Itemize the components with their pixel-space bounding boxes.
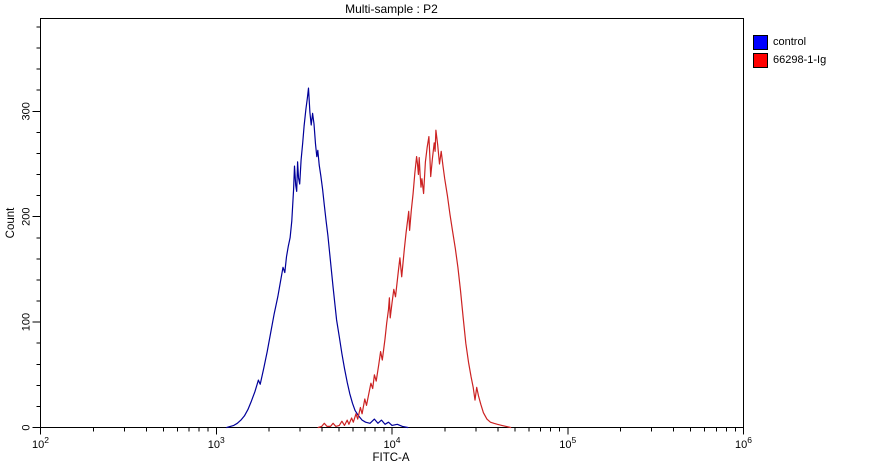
x-tick-label: 102: [32, 435, 49, 451]
x-axis-ticks: [40, 427, 744, 435]
histogram-curves: [226, 87, 512, 429]
plot-frame: [40, 18, 744, 428]
y-axis-ticks: [32, 26, 41, 428]
legend-item-66298-1-ig[interactable]: 66298-1-Ig: [753, 51, 826, 69]
legend-label-66298-1-ig: 66298-1-Ig: [773, 53, 827, 66]
y-tick-label: 200: [21, 207, 33, 225]
y-tick-label: 300: [21, 102, 33, 120]
curve-66298-1-Ig: [317, 129, 512, 429]
legend-item-control[interactable]: control: [753, 33, 826, 51]
legend-label-control: control: [773, 35, 807, 48]
chart-title: Multi-sample : P2: [345, 2, 438, 16]
x-axis-tick-labels: 102 103 104 105 106: [32, 435, 752, 451]
x-axis-title: FITC-A: [372, 452, 409, 464]
x-tick-label: 104: [384, 435, 401, 451]
legend: control 66298-1-Ig: [753, 33, 826, 69]
curve-control: [226, 87, 409, 429]
y-tick-label: 0: [21, 424, 33, 430]
legend-swatch-control: [753, 34, 768, 50]
y-axis-title: Count: [5, 207, 17, 238]
y-axis-tick-labels: 0 100 200 300: [21, 102, 33, 430]
x-tick-label: 105: [559, 435, 576, 451]
legend-swatch-66298-1-ig: [753, 52, 768, 68]
x-tick-label: 103: [208, 435, 225, 451]
y-tick-label: 100: [21, 313, 33, 331]
x-tick-label: 106: [735, 435, 752, 451]
